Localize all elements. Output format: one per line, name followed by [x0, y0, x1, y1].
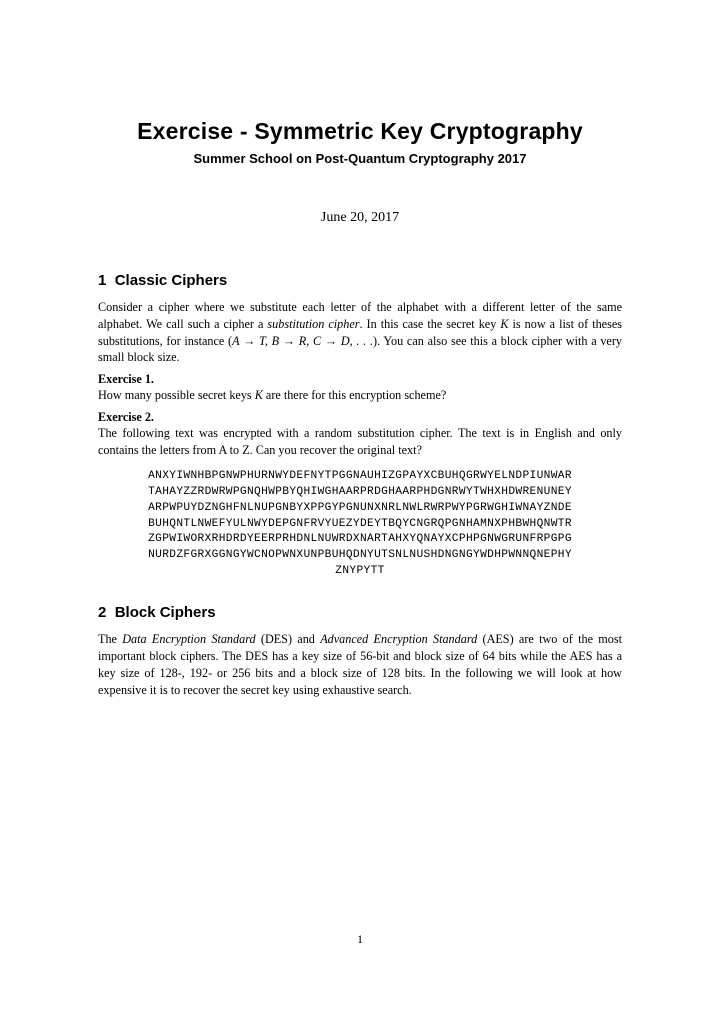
cipher-line: BUHQNTLNWEFYULNWYDEPGNFRVYUEZYDEYTBQYCNG… [148, 518, 572, 530]
text-run: . In this case the secret key [359, 317, 500, 331]
var-k: K [255, 388, 263, 402]
section-2-body: The Data Encryption Standard (DES) and A… [98, 631, 622, 698]
cipher-line: ZNYPYTT [335, 565, 384, 577]
text-run: are there for this encryption scheme? [263, 388, 446, 402]
ciphertext-block: ANXYIWNHBPGNWPHURNWYDEFNYTPGGNAUHIZGPAYX… [98, 469, 622, 580]
page-title: Exercise - Symmetric Key Cryptography [98, 118, 622, 145]
term-des: Data Encryption Standard [122, 632, 255, 646]
text-run: The [98, 632, 122, 646]
page-subtitle: Summer School on Post-Quantum Cryptograp… [98, 151, 622, 166]
section-1-number: 1 [98, 272, 106, 289]
cipher-line: TAHAYZZRDWRWPGNQHWPBYQHIWGHAARPRDGHAARPH… [148, 486, 572, 498]
exercise-1-label: Exercise 1. [98, 372, 622, 387]
text-run: How many possible secret keys [98, 388, 255, 402]
cipher-line: ZGPWIWORXRHDRDYEERPRHDNLNUWRDXNARTAHXYQN… [148, 533, 572, 545]
exercise-2-body: The following text was encrypted with a … [98, 425, 622, 459]
document-page: Exercise - Symmetric Key Cryptography Su… [0, 0, 720, 1019]
exercise-1-body: How many possible secret keys K are ther… [98, 387, 622, 404]
term-aes: Advanced Encryption Standard [320, 632, 477, 646]
cipher-line: ANXYIWNHBPGNWPHURNWYDEFNYTPGGNAUHIZGPAYX… [148, 470, 572, 482]
exercise-2-label: Exercise 2. [98, 410, 622, 425]
page-number: 1 [0, 932, 720, 947]
section-2-title: Block Ciphers [115, 604, 216, 621]
section-1-title: Classic Ciphers [115, 272, 228, 289]
substitution-map: A → T, B → R, C → D, . . . [232, 334, 373, 348]
section-2-number: 2 [98, 604, 106, 621]
section-2-heading: 2 Block Ciphers [98, 604, 622, 621]
section-1-intro: Consider a cipher where we substitute ea… [98, 299, 622, 366]
cipher-line: ARPWPUYDZNGHFNLNUPGNBYXPPGYPGNUNXNRLNWLR… [148, 502, 572, 514]
section-1-heading: 1 Classic Ciphers [98, 272, 622, 289]
text-run: (DES) and [256, 632, 321, 646]
cipher-line: NURDZFGRXGGNGYWCNOPWNXUNPBUHQDNYUTSNLNUS… [148, 549, 572, 561]
document-date: June 20, 2017 [98, 210, 622, 226]
term-substitution-cipher: substitution cipher [267, 317, 359, 331]
